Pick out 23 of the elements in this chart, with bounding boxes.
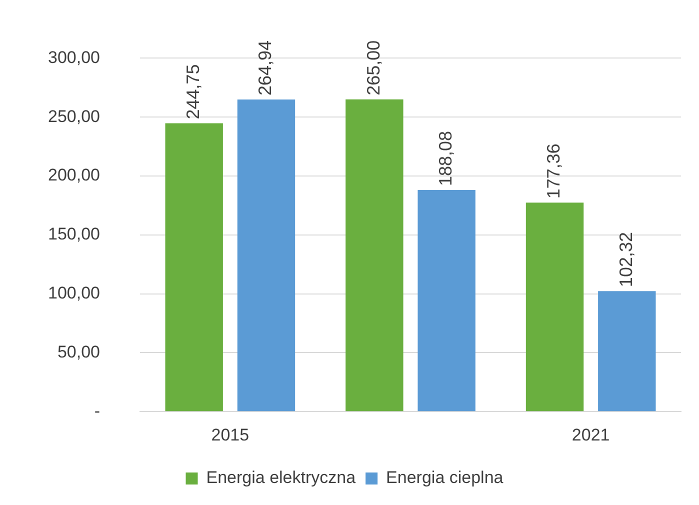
y-tick-label: 150,00 (48, 224, 100, 244)
bar (346, 99, 404, 412)
x-tick-label: 2015 (211, 425, 250, 444)
y-tick-label: - (94, 401, 100, 420)
bar (526, 202, 584, 412)
y-tick-label: 50,00 (57, 342, 100, 362)
bar (418, 190, 476, 412)
data-label: 177,36 (544, 144, 564, 199)
y-tick-label: 300,00 (48, 48, 100, 67)
y-tick-label: 250,00 (48, 106, 100, 126)
bar (598, 291, 656, 412)
data-label: 188,08 (436, 130, 456, 186)
data-label: 265,00 (363, 40, 384, 96)
bar (165, 123, 223, 412)
data-label: 244,75 (183, 64, 204, 120)
y-tick-label: 200,00 (48, 166, 100, 185)
legend-label: Energia cieplna (386, 468, 504, 488)
data-label: 264,94 (255, 40, 276, 96)
data-label: 102,32 (616, 232, 636, 288)
x-tick-label: 2021 (572, 425, 610, 444)
bar (237, 100, 296, 412)
y-tick-label: 100,00 (48, 283, 100, 302)
legend-label: Energia elektryczna (206, 468, 356, 488)
